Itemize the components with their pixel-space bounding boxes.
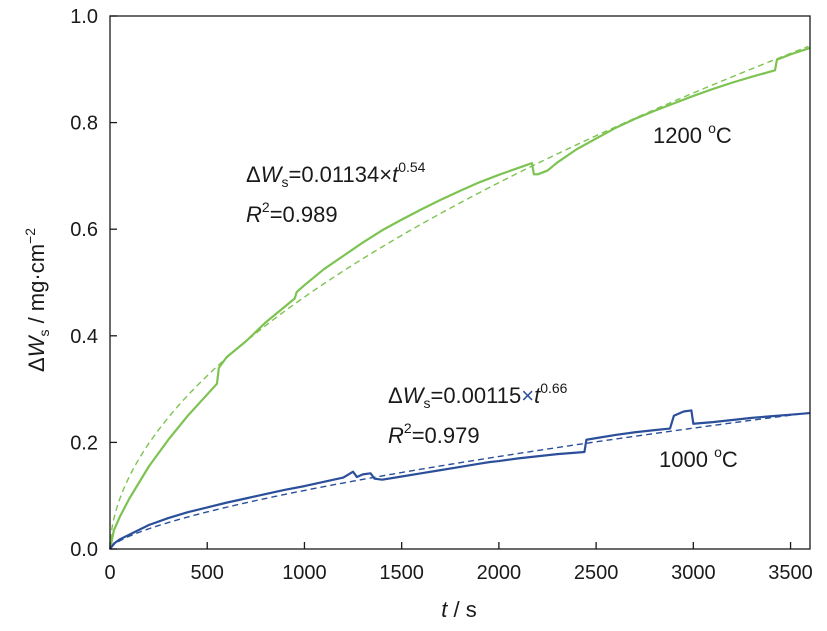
y-tick-label: 0.2	[70, 432, 98, 454]
x-tick-label: 1000	[282, 562, 327, 584]
x-axis-title: t / s	[441, 597, 476, 622]
fit-equation-1000: ΔWs=0.00115×t0.66	[388, 380, 568, 411]
y-tick-label: 0.8	[70, 113, 98, 135]
r-squared-1200: R2=0.989	[246, 199, 338, 227]
series-1200-measured	[108, 46, 811, 550]
x-tick-label: 3500	[768, 562, 813, 584]
fit-equation-1200: ΔWs=0.01134×t0.54	[246, 159, 426, 190]
series-1000-fit	[109, 412, 809, 549]
y-tick-label: 0.0	[70, 539, 98, 561]
y-tick-label: 1.0	[70, 6, 98, 28]
r-squared-1000: R2=0.979	[388, 420, 480, 448]
y-tick-label: 0.4	[70, 326, 98, 348]
series-1000-measured	[109, 409, 811, 550]
axes	[109, 15, 811, 550]
plot-frame	[109, 15, 811, 550]
x-tick-label: 2500	[574, 562, 619, 584]
y-axis-title: ΔWs / mg·cm−2	[22, 228, 52, 372]
series-1200-fit	[109, 45, 809, 541]
ticks: 0 500 1000 1500 2000 2500 3000 3500 0.0 0.2 0.4 0.6…	[70, 6, 813, 584]
x-tick-label: 0	[104, 562, 115, 584]
x-tick-label: 1500	[379, 562, 424, 584]
x-tick-label: 3000	[671, 562, 716, 584]
x-tick-label: 2000	[477, 562, 522, 584]
y-tick-label: 0.6	[70, 219, 98, 241]
x-tick-label: 500	[191, 562, 224, 584]
plot-area	[108, 45, 811, 550]
series-label-1200: 1200 oC	[653, 120, 732, 148]
series-label-1000: 1000 oC	[659, 444, 738, 472]
